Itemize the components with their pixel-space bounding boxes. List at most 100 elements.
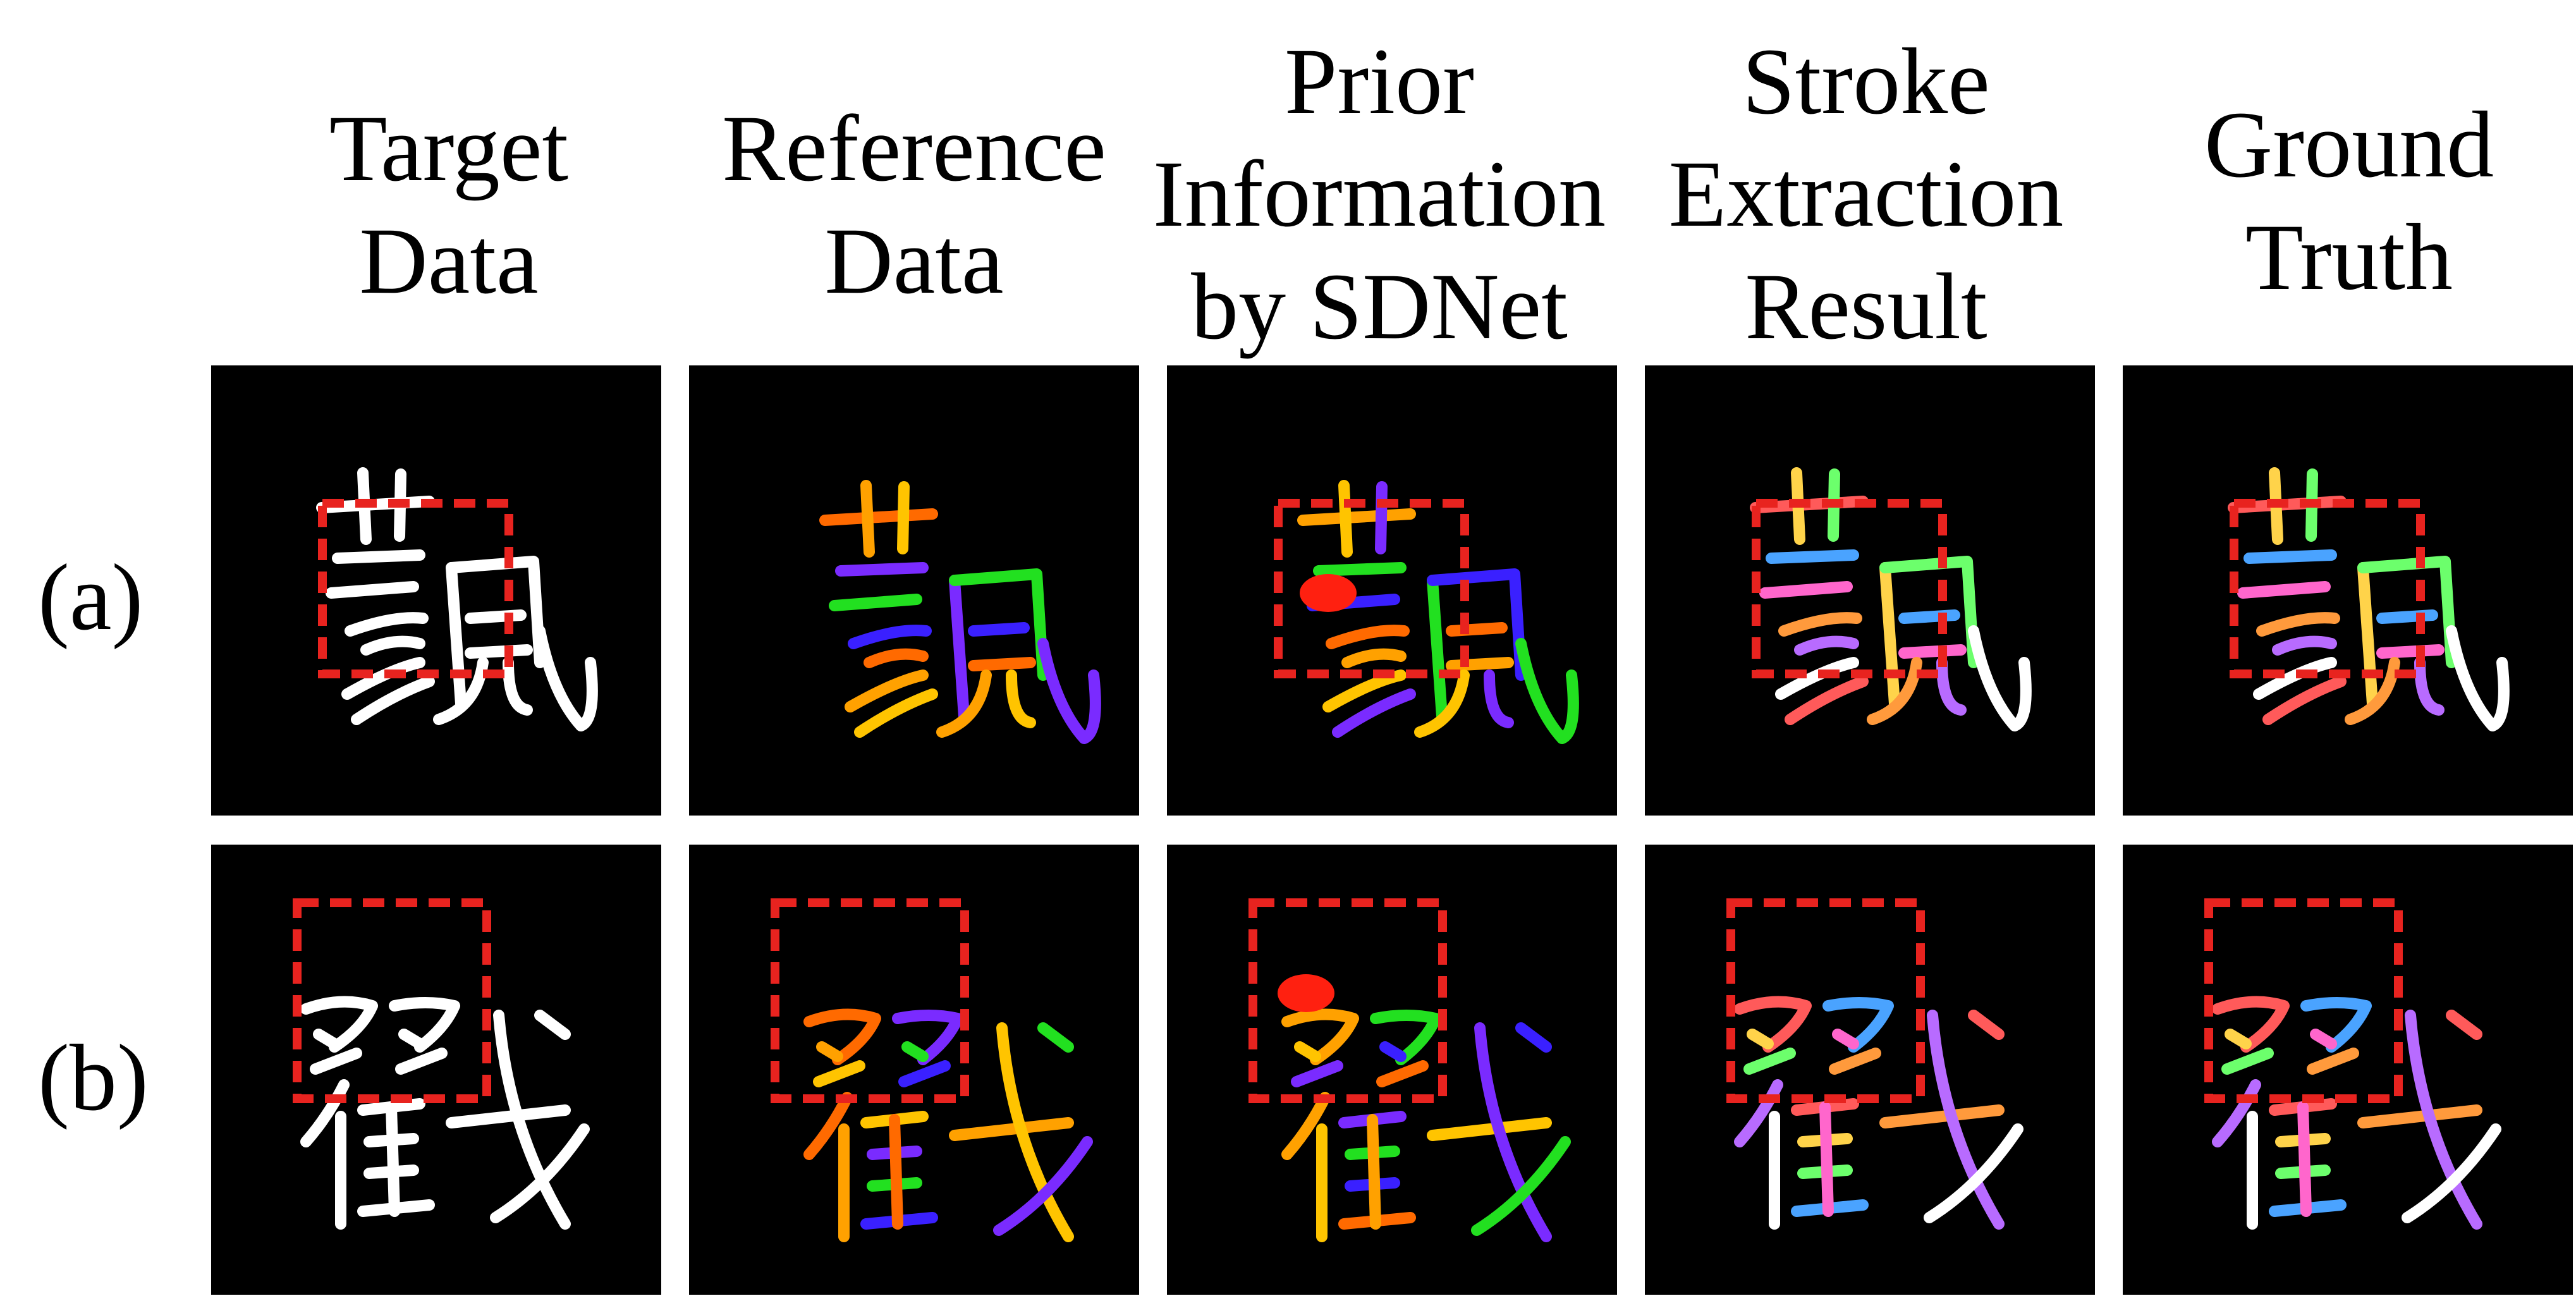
character-stroke bbox=[1379, 1041, 1407, 1062]
character-stroke bbox=[898, 1060, 951, 1087]
column-header-reference: Reference Data bbox=[722, 96, 1106, 314]
character-stroke bbox=[1281, 1092, 1331, 1160]
character-stroke bbox=[901, 1041, 929, 1062]
character-stroke bbox=[446, 1104, 571, 1128]
character-stroke bbox=[300, 1079, 350, 1147]
character-stroke bbox=[968, 622, 1030, 637]
character-stroke bbox=[1968, 625, 2032, 731]
character-stroke bbox=[332, 549, 425, 564]
panel-b-reference bbox=[689, 845, 1139, 1295]
character-stroke bbox=[1766, 549, 1859, 564]
character-stroke bbox=[2310, 1029, 2337, 1049]
character-stroke bbox=[465, 644, 533, 659]
character-stroke bbox=[1743, 1048, 1796, 1075]
column-header-prior: Prior Information by SDNet bbox=[1152, 29, 1606, 359]
character-stroke bbox=[1484, 669, 1514, 728]
character-stroke bbox=[326, 581, 419, 599]
panel-a-target-drawing bbox=[211, 365, 661, 816]
character-stroke bbox=[1297, 508, 1416, 526]
character-stroke bbox=[313, 1029, 340, 1049]
character-stroke bbox=[835, 562, 929, 577]
character-stroke bbox=[1370, 1010, 1441, 1065]
character-stroke bbox=[1341, 648, 1407, 668]
character-stroke bbox=[1338, 480, 1353, 558]
character-stroke bbox=[1867, 657, 1922, 725]
panel-b-gt-drawing bbox=[2123, 845, 2573, 1295]
column-header-extraction: Stroke Extraction Result bbox=[1668, 29, 2064, 359]
column-header-target: Target Data bbox=[329, 96, 569, 314]
character-stroke bbox=[1515, 1022, 1552, 1053]
panel-a-prior-drawing bbox=[1167, 365, 1617, 816]
character-stroke bbox=[860, 480, 875, 558]
character-stroke bbox=[1427, 575, 1448, 722]
character-stroke bbox=[2212, 996, 2290, 1053]
character-stroke bbox=[1037, 638, 1101, 744]
character-stroke bbox=[1879, 562, 1900, 709]
highlight-box bbox=[1726, 898, 1925, 1103]
panel-b-prior bbox=[1167, 845, 1617, 1295]
character-stroke bbox=[1515, 638, 1579, 744]
character-stroke bbox=[1376, 1060, 1429, 1087]
character-stroke bbox=[829, 594, 922, 611]
character-stroke bbox=[1332, 688, 1416, 738]
character-stroke bbox=[1446, 622, 1508, 637]
character-stroke bbox=[1785, 676, 1869, 725]
character-stroke bbox=[2221, 1048, 2274, 1075]
character-stroke bbox=[360, 635, 425, 656]
character-stroke bbox=[345, 612, 429, 637]
character-stroke bbox=[1326, 625, 1410, 649]
character-stroke bbox=[1414, 669, 1470, 738]
character-stroke bbox=[2414, 657, 2445, 716]
character-stroke bbox=[845, 669, 929, 712]
panel-b-reference-drawing bbox=[689, 845, 1139, 1295]
character-stroke bbox=[2345, 657, 2400, 725]
character-stroke bbox=[386, 1101, 400, 1217]
character-stroke bbox=[2402, 1123, 2501, 1223]
character-stroke bbox=[1927, 1010, 2005, 1230]
character-stroke bbox=[2357, 1104, 2482, 1128]
character-stroke bbox=[1427, 1117, 1552, 1141]
character-stroke bbox=[2405, 1010, 2482, 1230]
character-stroke bbox=[1747, 1029, 1774, 1049]
character-stroke bbox=[2225, 1029, 2252, 1049]
highlight-box bbox=[2230, 499, 2425, 678]
character-stroke bbox=[1936, 657, 1967, 716]
character-stroke bbox=[864, 648, 929, 668]
character-stroke bbox=[1313, 562, 1407, 577]
highlight-box bbox=[1752, 499, 1947, 678]
character-stroke bbox=[1367, 1114, 1381, 1230]
character-stroke bbox=[813, 1060, 865, 1087]
character-stroke bbox=[534, 625, 598, 731]
character-stroke bbox=[996, 1022, 1074, 1242]
character-stroke bbox=[968, 657, 1036, 671]
character-stroke bbox=[446, 562, 467, 709]
panel-b-extraction bbox=[1645, 845, 2095, 1295]
highlight-box bbox=[293, 898, 491, 1103]
column-header-gt: Ground Truth bbox=[2204, 92, 2494, 310]
panel-a-reference-drawing bbox=[689, 365, 1139, 816]
prior-overlap-mark bbox=[1278, 974, 1334, 1012]
character-stroke bbox=[1006, 669, 1036, 728]
character-stroke bbox=[1375, 481, 1388, 554]
character-stroke bbox=[803, 1008, 881, 1065]
character-stroke bbox=[395, 1048, 448, 1075]
highlight-box bbox=[318, 499, 513, 678]
character-stroke bbox=[892, 1010, 963, 1065]
highlight-box bbox=[1274, 499, 1469, 678]
character-stroke bbox=[310, 1048, 362, 1075]
character-stroke bbox=[1281, 1008, 1359, 1065]
character-stroke bbox=[1759, 581, 1853, 599]
character-stroke bbox=[854, 688, 938, 738]
character-stroke bbox=[1037, 1022, 1074, 1053]
character-stroke bbox=[816, 1041, 843, 1062]
character-stroke bbox=[398, 1029, 425, 1049]
character-stroke bbox=[490, 1123, 590, 1223]
character-stroke bbox=[389, 997, 460, 1053]
character-stroke bbox=[848, 625, 932, 649]
character-stroke bbox=[1794, 635, 1859, 656]
character-stroke bbox=[493, 1010, 571, 1230]
panel-b-target bbox=[211, 845, 661, 1295]
panel-b-prior-drawing bbox=[1167, 845, 1617, 1295]
character-stroke bbox=[803, 1092, 853, 1160]
panel-a-extraction-drawing bbox=[1645, 365, 2095, 816]
